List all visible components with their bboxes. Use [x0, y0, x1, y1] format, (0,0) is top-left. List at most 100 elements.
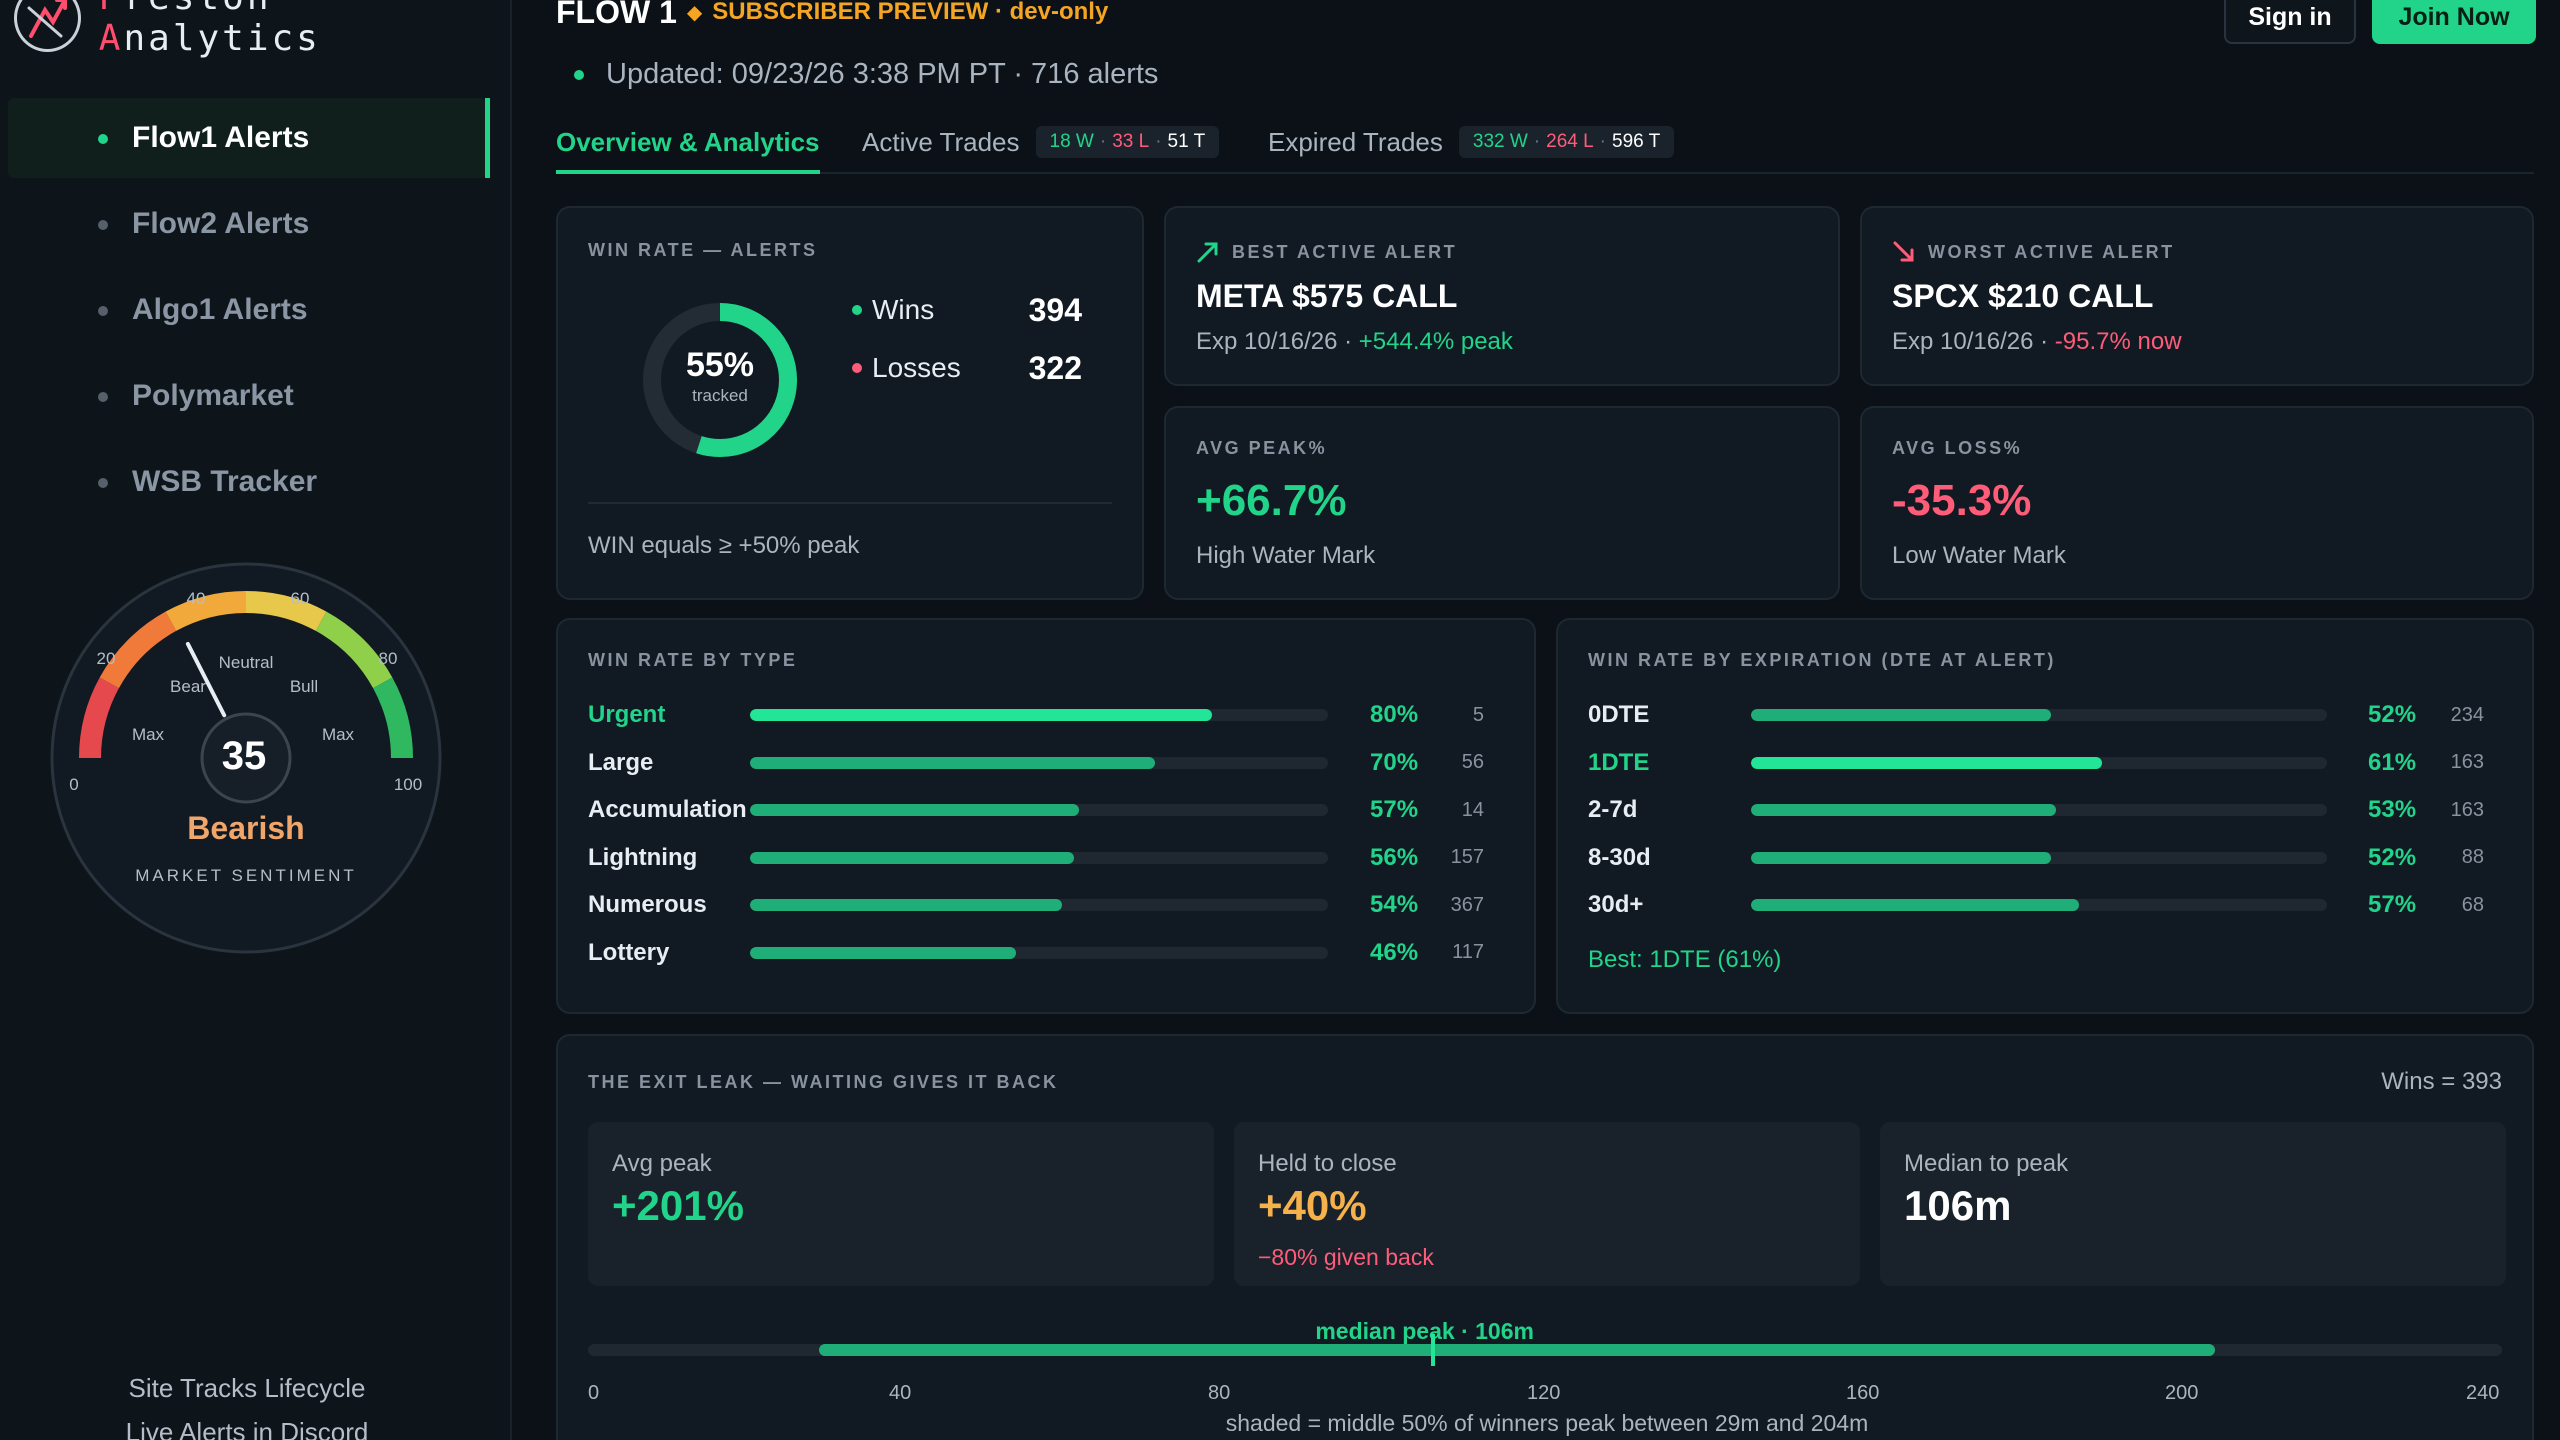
trend-up-icon — [1197, 242, 1218, 263]
timeline-tick-label: 240 — [2466, 1382, 2500, 1404]
losses-label: Losses — [872, 352, 961, 383]
diamond-icon: ◆ — [686, 1, 703, 24]
win-rate-sub: tracked — [692, 386, 748, 405]
footer-line-2[interactable]: Live Alerts in Discord — [125, 1417, 369, 1440]
median-peak-label: median peak · 106m — [1315, 1318, 1534, 1344]
bar-track — [1751, 756, 2327, 769]
donut-arc — [643, 303, 797, 457]
best-alert-meta: Exp 10/16/26 · +544.4% peak — [1196, 328, 1513, 356]
bar-count: 14 — [1461, 798, 1484, 821]
losses-dot-icon — [852, 363, 862, 373]
bar-percent: 57% — [1370, 796, 1419, 823]
avg-loss-card: AVG LOSS% -35.3% Low Water Mark — [1860, 406, 2534, 600]
win-rate-percent: 55% — [685, 346, 755, 384]
bar-row: Lightning 56% 157 — [588, 843, 1508, 873]
dot-icon — [98, 220, 108, 230]
card-label: AVG PEAK% — [1196, 438, 1328, 458]
bar-percent: 54% — [1370, 891, 1419, 918]
brand-logo[interactable]: Preston Analytics — [14, 0, 510, 59]
peak-timeline — [588, 1334, 2502, 1366]
page-title-text: FLOW 1 — [556, 0, 677, 30]
preview-badge: SUBSCRIBER PREVIEW · dev-only — [712, 0, 1109, 25]
timeline-tick-label: 80 — [1208, 1382, 1231, 1404]
median-to-peak-value: 106m — [1904, 1182, 2012, 1229]
worst-alert-ticker: SPCX $210 CALL — [1892, 278, 2154, 314]
worst-active-alert-card[interactable]: WORST ACTIVE ALERT SPCX $210 CALL Exp 10… — [1860, 206, 2534, 386]
bar-track — [750, 756, 1328, 769]
live-dot-icon — [574, 69, 584, 80]
badge-wins: 18 W — [1049, 131, 1094, 152]
bar-percent: 56% — [1370, 843, 1419, 871]
bar-label: 0DTE — [1588, 701, 1650, 728]
bar-track — [1751, 709, 2327, 721]
gauge-dial: 0 20 40 60 80 100 Max Bear Neutral Bull Max — [50, 562, 442, 954]
avg-peak-label: Avg peak — [612, 1150, 712, 1177]
sign-in-button[interactable]: Sign in — [2224, 0, 2356, 44]
bar-fill — [750, 804, 1080, 816]
gauge-segment — [79, 677, 120, 759]
median-marker — [1431, 1334, 1436, 1366]
card-label: WIN RATE BY TYPE — [588, 650, 798, 670]
best-active-alert-card[interactable]: BEST ACTIVE ALERT META $575 CALL Exp 10/… — [1164, 206, 1840, 386]
bar-label: Numerous — [588, 891, 707, 918]
timeline-tick-label: 0 — [588, 1382, 600, 1404]
sentiment-gauge: 0 20 40 60 80 100 Max Bear Neutral Bull Max 3… — [48, 560, 444, 956]
card-label: WIN RATE BY EXPIRATION (DTE AT ALERT) — [1588, 650, 2056, 670]
gauge-value: 35 — [221, 734, 267, 778]
bar-percent: 57% — [2368, 891, 2417, 918]
win-rate-by-type-card: WIN RATE BY TYPE Urgent 80% 5 Large 70% 56 Acc… — [556, 618, 1536, 1014]
dot-icon — [98, 392, 108, 402]
bar-row: 30d+ 57% 68 — [1588, 890, 2508, 920]
dot-icon — [98, 306, 108, 316]
bar-fill — [1751, 804, 2057, 816]
tab-bar: Overview & Analytics Active Trades 18 W ·… — [556, 112, 2534, 174]
sidebar-item-flow2-alerts[interactable]: Flow2 Alerts — [8, 184, 486, 264]
sidebar-item-algo1-alerts[interactable]: Algo1 Alerts — [8, 270, 486, 350]
gauge-tick-label: 0 — [69, 775, 78, 794]
sidebar-item-wsb-tracker[interactable]: WSB Tracker — [8, 442, 486, 522]
tab-overview-analytics[interactable]: Overview & Analytics — [556, 112, 820, 174]
gauge-segment — [372, 677, 413, 759]
sidebar-item-label: WSB Tracker — [132, 465, 318, 498]
expired-trades-count-badge: 332 W · 264 L · 596 T — [1458, 126, 1675, 158]
gauge-zone-max-right: Max — [322, 725, 355, 744]
bar-track — [750, 946, 1328, 959]
best-alert-exp: Exp 10/16/26 · — [1196, 328, 1359, 355]
card-label-text: WORST ACTIVE ALERT — [1928, 241, 2175, 262]
bar-count: 88 — [2461, 846, 2484, 868]
tab-active-trades[interactable]: Active Trades 18 W · 33 L · 51 T — [862, 112, 1220, 172]
card-label: AVG LOSS% — [1892, 438, 2023, 458]
best-alert-ticker: META $575 CALL — [1196, 278, 1458, 314]
badge-wins: 332 W — [1472, 131, 1528, 152]
bar-fill — [1751, 899, 2080, 911]
bar-percent: 52% — [2368, 701, 2417, 728]
bar-row: Urgent 80% 5 — [588, 700, 1508, 730]
avg-peak-value: +201% — [612, 1182, 744, 1229]
avg-loss-sub: Low Water Mark — [1892, 542, 2066, 569]
bar-row: Accumulation 57% 14 — [588, 795, 1508, 825]
sidebar-item-label: Flow1 Alerts — [132, 121, 310, 154]
bar-label: 8-30d — [1588, 843, 1651, 871]
avg-loss-value: -35.3% — [1892, 476, 2032, 525]
win-rate-donut — [643, 303, 797, 457]
sidebar-item-polymarket[interactable]: Polymarket — [8, 356, 486, 436]
bar-label: Accumulation — [588, 796, 747, 823]
avg-peak-sub: High Water Mark — [1196, 542, 1376, 569]
wins-value: 394 — [1028, 291, 1082, 328]
avg-peak-card: AVG PEAK% +66.7% High Water Mark — [1164, 406, 1840, 600]
given-back-note: −80% given back — [1258, 1244, 1434, 1270]
win-rate-by-expiration-card: WIN RATE BY EXPIRATION (DTE AT ALERT) Be… — [1556, 618, 2534, 1014]
card-label: WIN RATE — ALERTS — [588, 240, 818, 260]
tab-label: Active Trades — [862, 126, 1020, 157]
join-now-button[interactable]: Join Now — [2372, 0, 2536, 44]
sidebar-item-flow1-alerts[interactable]: Flow1 Alerts — [8, 98, 490, 178]
gauge-tick-label: 80 — [379, 649, 398, 668]
trend-down-icon — [1893, 241, 1914, 262]
badge-losses: 264 L — [1546, 131, 1594, 152]
bar-label: 1DTE — [1588, 748, 1650, 776]
footer-line-1: Site Tracks Lifecycle — [128, 1373, 366, 1403]
bar-fill — [750, 946, 1016, 959]
middle-50-range — [819, 1344, 2215, 1356]
tab-expired-trades[interactable]: Expired Trades 332 W · 264 L · 596 T — [1268, 112, 1675, 172]
bar-track — [750, 709, 1328, 721]
